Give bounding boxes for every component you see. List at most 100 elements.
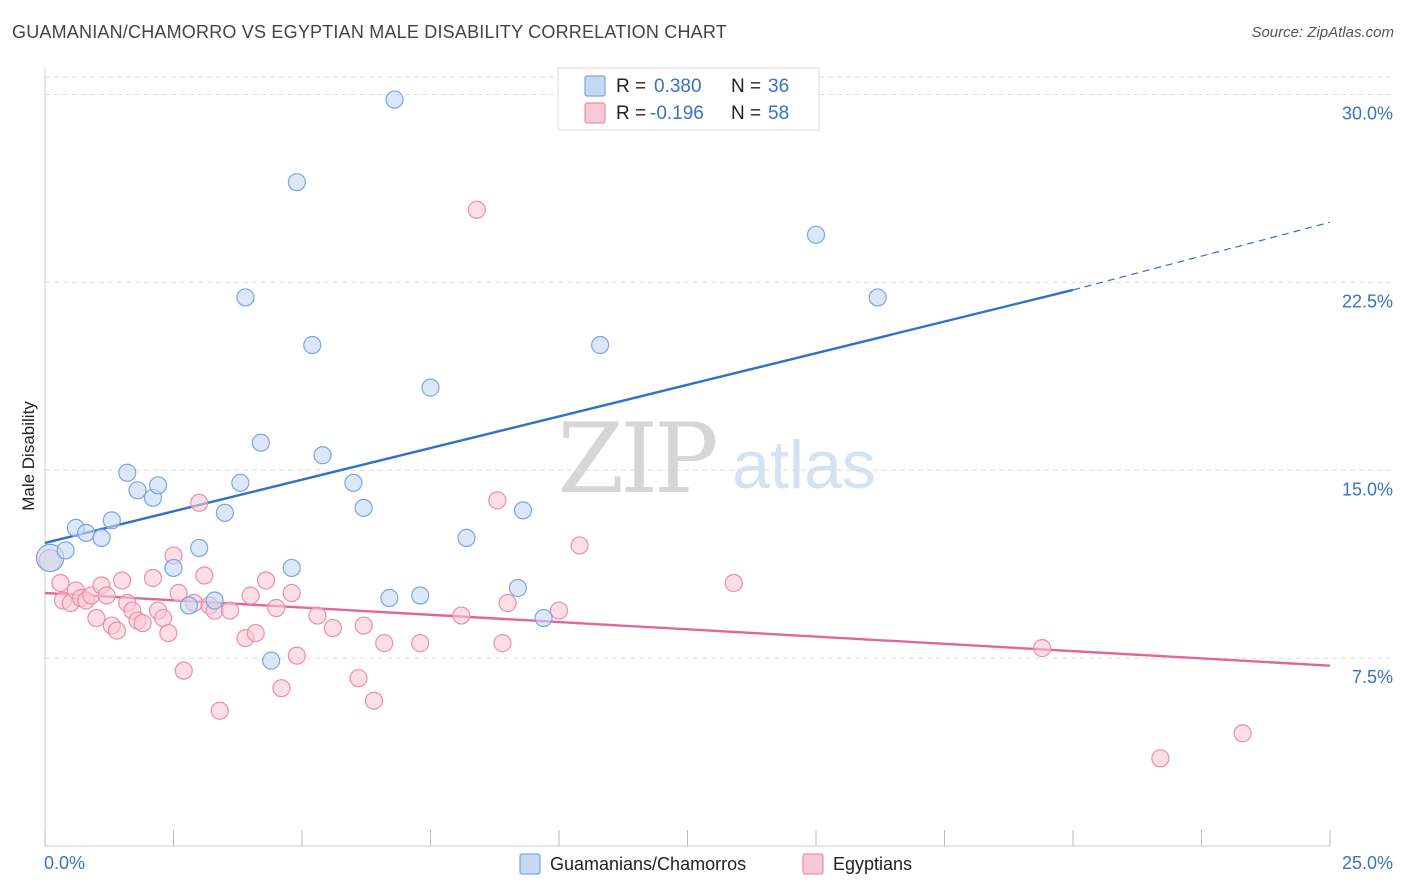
y-tick-label: 7.5% bbox=[1352, 667, 1393, 687]
point-egyptians bbox=[107, 621, 127, 640]
point-guamanians bbox=[457, 528, 476, 547]
point-egyptians bbox=[256, 571, 276, 590]
points bbox=[35, 90, 1252, 768]
axes: 7.5% 15.0% 22.5% 30.0% 0.0% 25.0% bbox=[44, 68, 1393, 873]
legend-pink-n-value: 58 bbox=[768, 103, 789, 124]
point-egyptians bbox=[272, 679, 291, 698]
point-egyptians bbox=[452, 606, 471, 625]
point-egyptians bbox=[1233, 724, 1252, 743]
point-guamanians bbox=[513, 501, 533, 520]
legend-pink-swatch bbox=[584, 102, 606, 124]
y-axis-title: Male Disability bbox=[19, 401, 38, 511]
point-guamanians bbox=[92, 528, 111, 547]
legend-pink-n-label: N = bbox=[731, 103, 761, 124]
point-guamanians bbox=[205, 591, 224, 610]
legend-top: R = 0.380 N = 36 R = -0.196 N = 58 bbox=[557, 67, 820, 131]
point-guamanians bbox=[421, 378, 440, 397]
point-guamanians bbox=[190, 538, 209, 558]
legend-bottom-blue-label: Guamanians/Chamorros bbox=[550, 854, 746, 874]
legend-top-row-pink: R = -0.196 N = 58 bbox=[584, 102, 789, 124]
point-guamanians bbox=[303, 335, 322, 355]
point-egyptians bbox=[154, 608, 173, 628]
trendline-guamanians bbox=[44, 288, 1074, 545]
point-guamanians bbox=[385, 90, 404, 109]
point-guamanians bbox=[164, 558, 183, 578]
point-guamanians bbox=[508, 578, 527, 598]
y-tick-label: 22.5% bbox=[1342, 291, 1393, 311]
point-egyptians bbox=[498, 593, 517, 613]
point-guamanians bbox=[102, 511, 121, 530]
point-guamanians bbox=[282, 558, 301, 578]
point-guamanians bbox=[411, 586, 430, 605]
point-egyptians bbox=[169, 583, 188, 603]
point-egyptians bbox=[133, 613, 152, 633]
legend-blue-n-label: N = bbox=[731, 76, 761, 97]
point-guamanians bbox=[148, 476, 168, 495]
point-guamanians bbox=[344, 473, 363, 492]
watermark: ZIP atlas bbox=[557, 403, 875, 515]
point-guamanians bbox=[806, 225, 826, 244]
point-egyptians bbox=[1151, 749, 1170, 768]
point-egyptians bbox=[323, 618, 342, 638]
point-guamanians bbox=[380, 588, 399, 608]
point-guamanians bbox=[56, 541, 75, 560]
point-egyptians bbox=[51, 573, 70, 593]
legend-pink-r-label: R = bbox=[616, 103, 646, 124]
point-guamanians bbox=[215, 503, 234, 522]
point-guamanians bbox=[77, 523, 96, 542]
point-egyptians bbox=[308, 606, 327, 625]
point-egyptians bbox=[570, 536, 589, 555]
legend-bottom-pink-swatch bbox=[802, 853, 824, 875]
trendline-egyptians bbox=[44, 591, 1331, 667]
x-tick-label: 25.0% bbox=[1342, 853, 1393, 873]
point-guamanians bbox=[118, 463, 137, 482]
watermark-atlas: atlas bbox=[732, 427, 876, 503]
point-egyptians bbox=[488, 491, 507, 510]
point-guamanians bbox=[236, 288, 255, 307]
point-egyptians bbox=[112, 571, 132, 590]
legend-blue-n-value: 36 bbox=[768, 76, 789, 97]
point-guamanians bbox=[354, 498, 373, 517]
point-egyptians bbox=[87, 608, 106, 628]
point-guamanians bbox=[534, 608, 553, 628]
point-egyptians bbox=[159, 623, 178, 643]
point-guamanians bbox=[591, 335, 610, 355]
point-egyptians bbox=[195, 566, 214, 585]
point-egyptians bbox=[364, 691, 384, 710]
point-egyptians bbox=[287, 646, 306, 665]
point-guamanians bbox=[231, 473, 250, 492]
point-egyptians bbox=[375, 634, 394, 653]
legend-top-row-blue: R = 0.380 N = 36 bbox=[584, 75, 789, 97]
point-egyptians bbox=[210, 701, 229, 720]
point-guamanians bbox=[287, 173, 306, 192]
point-egyptians bbox=[174, 661, 193, 680]
trendline-guamanians-extension bbox=[1072, 221, 1331, 291]
x-tick-label: 0.0% bbox=[44, 853, 85, 873]
point-egyptians bbox=[549, 601, 569, 620]
chart-title: GUAMANIAN/CHAMORRO VS EGYPTIAN MALE DISA… bbox=[12, 22, 727, 42]
grid bbox=[45, 76, 1395, 659]
legend-blue-r-label: R = bbox=[616, 76, 646, 97]
watermark-zip: ZIP bbox=[557, 403, 716, 515]
point-guamanians bbox=[128, 481, 147, 500]
point-egyptians bbox=[143, 568, 163, 588]
point-guamanians bbox=[262, 651, 281, 670]
legend-blue-r-value: 0.380 bbox=[654, 76, 702, 97]
trendlines bbox=[44, 221, 1331, 667]
y-tick-label: 15.0% bbox=[1342, 479, 1393, 499]
point-egyptians bbox=[282, 583, 301, 603]
legend-bottom-blue-swatch bbox=[519, 853, 541, 875]
point-egyptians bbox=[349, 669, 368, 688]
point-egyptians bbox=[493, 634, 512, 653]
source-label: Source: ZipAtlas.com bbox=[1251, 24, 1394, 41]
point-guamanians bbox=[251, 433, 270, 452]
point-guamanians bbox=[868, 288, 887, 307]
point-egyptians bbox=[220, 601, 240, 620]
point-guamanians bbox=[313, 446, 332, 465]
point-egyptians bbox=[467, 200, 486, 219]
point-egyptians bbox=[1033, 639, 1052, 658]
legend-blue-swatch bbox=[584, 75, 606, 97]
point-guamanians bbox=[179, 596, 199, 615]
point-egyptians bbox=[97, 586, 116, 605]
